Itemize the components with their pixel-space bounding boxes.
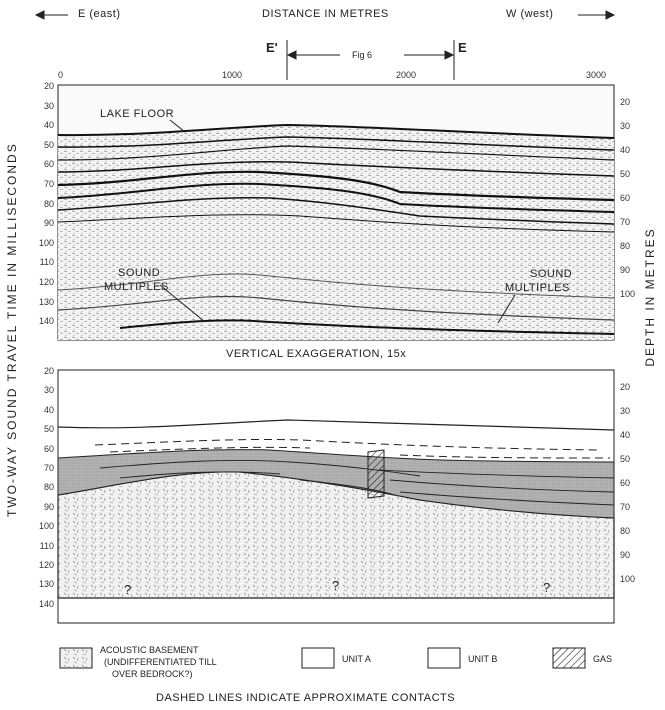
footer-note: DASHED LINES INDICATE APPROXIMATE CONTAC… bbox=[156, 692, 456, 704]
lake-floor-label: LAKE FLOOR bbox=[100, 108, 175, 120]
left-tick-top-7: 90 bbox=[43, 218, 54, 229]
legend-basement-3: OVER BEDROCK?) bbox=[112, 669, 193, 679]
left-tick-bottom-1: 30 bbox=[43, 385, 54, 396]
right-tick-bottom-8: 100 bbox=[620, 574, 636, 584]
west-arrow bbox=[578, 10, 616, 20]
left-tick-bottom-0: 20 bbox=[43, 366, 54, 376]
left-tick-bottom-3: 50 bbox=[43, 424, 54, 435]
left-tick-bottom-11: 130 bbox=[38, 579, 54, 590]
left-tick-bottom-12: 140 bbox=[38, 598, 54, 609]
left-tick-bottom-2: 40 bbox=[43, 404, 54, 415]
left-tick-top-1: 30 bbox=[43, 100, 54, 111]
west-label: W (west) bbox=[506, 8, 554, 20]
left-tick-bottom-7: 90 bbox=[43, 501, 54, 512]
right-axis-title: DEPTH IN METRES bbox=[643, 227, 657, 367]
left-tick-top-12: 140 bbox=[38, 316, 54, 327]
left-tick-top-9: 110 bbox=[39, 257, 54, 268]
left-tick-top-4: 60 bbox=[43, 159, 54, 170]
left-axis-title: TWO-WAY SOUND TRAVEL TIME IN MILLISECOND… bbox=[5, 142, 19, 517]
x-tick-2000: 2000 bbox=[396, 70, 417, 80]
left-tick-bottom-4: 60 bbox=[43, 443, 54, 454]
sound-multiples-left-2: MULTIPLES bbox=[104, 281, 169, 293]
right-tick-top-1: 30 bbox=[620, 121, 631, 131]
left-tick-bottom-9: 110 bbox=[39, 540, 54, 551]
legend-basement-1: ACOUSTIC BASEMENT bbox=[100, 645, 199, 655]
x-tick-0: 0 bbox=[58, 70, 64, 80]
left-tick-top-2: 40 bbox=[43, 120, 54, 131]
left-tick-top-5: 70 bbox=[43, 179, 54, 189]
left-tick-top-10: 120 bbox=[38, 277, 54, 287]
left-tick-bottom-8: 100 bbox=[38, 521, 54, 532]
sound-multiples-right-2: MULTIPLES bbox=[505, 282, 570, 294]
right-tick-bottom-0: 20 bbox=[620, 382, 631, 392]
left-tick-bottom-10: 120 bbox=[38, 560, 54, 570]
top-seismic-panel bbox=[57, 84, 615, 341]
vertical-exaggeration-caption: VERTICAL EXAGGERATION, 15x bbox=[226, 348, 407, 360]
uncertain-mark-2: ? bbox=[332, 578, 340, 593]
east-arrow bbox=[34, 10, 68, 20]
uncertain-mark-3: ? bbox=[543, 580, 551, 595]
right-tick-top-5: 70 bbox=[620, 217, 631, 227]
right-tick-top-3: 50 bbox=[620, 169, 631, 179]
legend-unit-a: UNIT A bbox=[342, 654, 371, 664]
left-tick-top-8: 100 bbox=[38, 237, 54, 248]
right-tick-top-7: 90 bbox=[620, 265, 631, 275]
fig6-label: Fig 6 bbox=[352, 50, 373, 60]
fig6-extent bbox=[286, 40, 455, 80]
left-tick-top-6: 80 bbox=[43, 198, 54, 209]
bottom-interpretation-panel bbox=[57, 369, 615, 624]
left-tick-top-0: 20 bbox=[43, 81, 54, 91]
legend-gas: GAS bbox=[593, 654, 613, 664]
right-tick-bottom-1: 30 bbox=[620, 406, 631, 416]
legend-basement-2: (UNDIFFERENTIATED TILL bbox=[104, 657, 217, 667]
legend-swatches bbox=[59, 647, 586, 669]
east-label: E (east) bbox=[78, 8, 121, 20]
left-tick-top-3: 50 bbox=[43, 139, 54, 150]
left-tick-bottom-6: 80 bbox=[43, 482, 54, 493]
right-tick-bottom-7: 90 bbox=[620, 550, 631, 560]
right-tick-bottom-2: 40 bbox=[620, 430, 631, 440]
left-tick-top-11: 130 bbox=[38, 296, 54, 307]
right-tick-top-8: 100 bbox=[620, 289, 636, 299]
right-tick-bottom-3: 50 bbox=[620, 454, 631, 464]
e-prime-label: E' bbox=[266, 40, 278, 55]
right-tick-top-0: 20 bbox=[620, 97, 631, 107]
right-tick-bottom-6: 80 bbox=[620, 526, 631, 536]
x-tick-3000: 3000 bbox=[586, 70, 607, 80]
sound-multiples-left-1: SOUND bbox=[118, 267, 161, 279]
uncertain-mark-1: ? bbox=[124, 582, 132, 597]
x-tick-1000: 1000 bbox=[222, 70, 243, 80]
right-tick-top-2: 40 bbox=[620, 145, 631, 155]
right-tick-bottom-4: 60 bbox=[620, 478, 631, 488]
legend-unit-b: UNIT B bbox=[468, 654, 498, 664]
e-label: E bbox=[458, 40, 467, 55]
right-tick-bottom-5: 70 bbox=[620, 502, 631, 512]
right-tick-top-4: 60 bbox=[620, 193, 631, 203]
sound-multiples-right-1: SOUND bbox=[530, 268, 573, 280]
right-tick-top-6: 80 bbox=[620, 241, 631, 251]
left-tick-bottom-5: 70 bbox=[43, 463, 54, 473]
distance-title: DISTANCE IN METRES bbox=[262, 8, 389, 20]
